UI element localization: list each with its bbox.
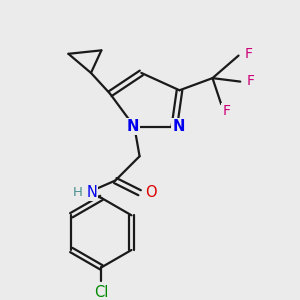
Text: H: H <box>73 185 83 199</box>
Text: O: O <box>145 184 157 200</box>
Text: Cl: Cl <box>94 285 109 300</box>
Text: F: F <box>247 74 255 88</box>
Text: N: N <box>86 184 97 200</box>
Text: N: N <box>172 119 185 134</box>
Text: F: F <box>244 47 252 61</box>
Text: N: N <box>127 119 139 134</box>
Text: F: F <box>222 104 230 118</box>
